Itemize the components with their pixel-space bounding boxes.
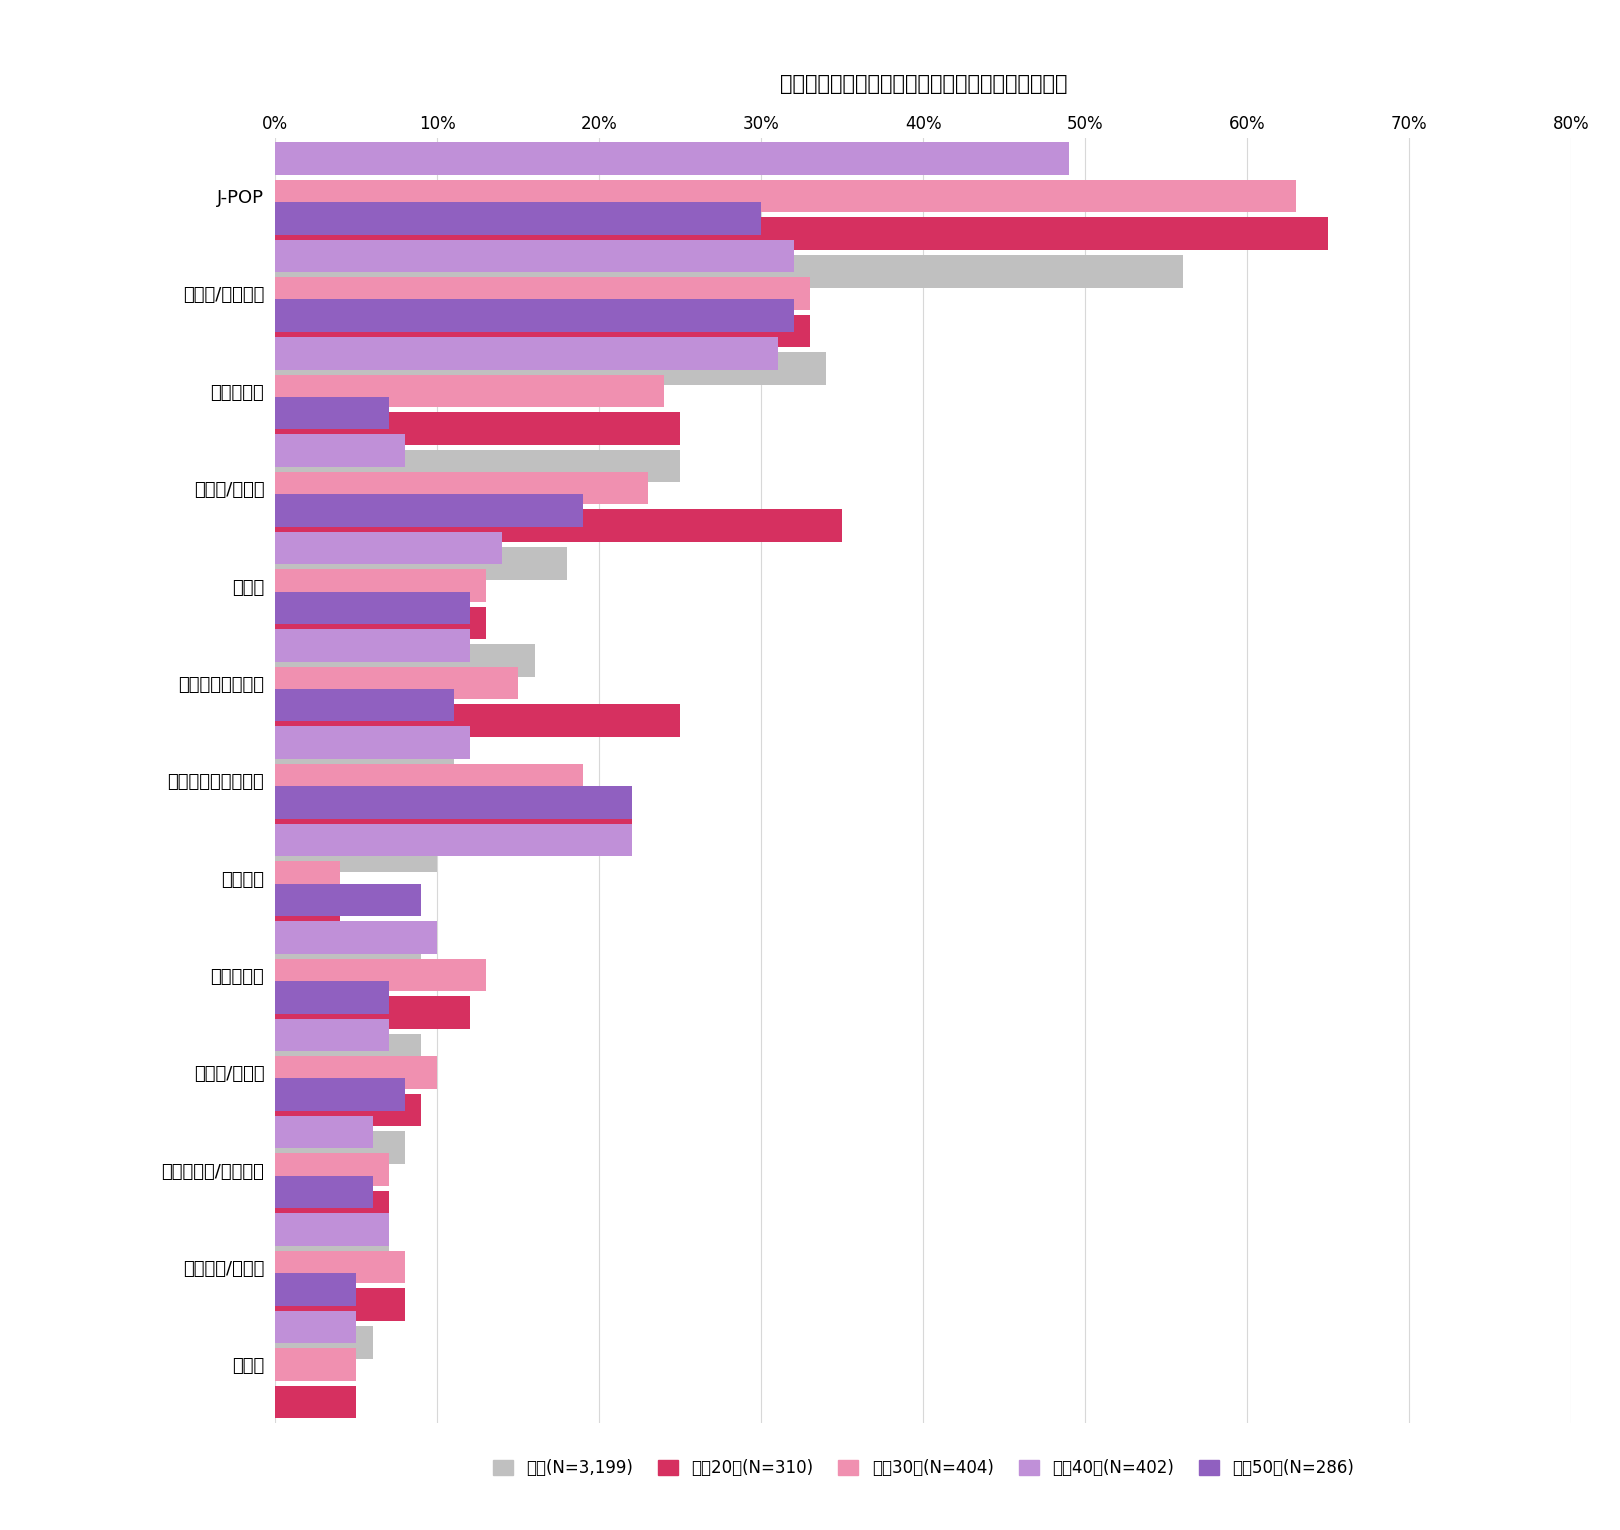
Bar (275, 300, 794, 332)
Bar (275, 1252, 405, 1284)
Bar (275, 1175, 373, 1209)
Bar (275, 900, 340, 932)
Bar (275, 1056, 437, 1089)
Bar (275, 1094, 421, 1126)
Bar (275, 337, 778, 370)
Bar (275, 644, 535, 676)
Bar (275, 1311, 356, 1343)
Bar (275, 1348, 356, 1380)
Bar (275, 1386, 356, 1418)
Bar (275, 727, 470, 759)
Bar (275, 181, 1296, 213)
Bar (275, 1190, 389, 1224)
Bar (275, 217, 1328, 249)
Bar (275, 412, 680, 445)
Bar (275, 450, 680, 482)
Bar (275, 786, 632, 819)
Bar (275, 742, 454, 774)
Bar (275, 959, 486, 991)
Bar (275, 202, 761, 234)
Bar (275, 981, 389, 1013)
Title: 図２　【好きな音楽のジャンル】（女性：年代別）: 図２ 【好きな音楽のジャンル】（女性：年代別） (779, 73, 1068, 93)
Bar (275, 1154, 389, 1186)
Bar (275, 277, 810, 309)
Bar (275, 1273, 356, 1305)
Bar (275, 494, 583, 526)
Bar (275, 1229, 389, 1261)
Bar (275, 884, 421, 916)
Bar (275, 1034, 421, 1066)
Bar (275, 315, 810, 347)
Bar (275, 435, 405, 467)
Bar (275, 667, 518, 699)
Bar (275, 763, 583, 797)
Bar (275, 1327, 373, 1359)
Bar (275, 352, 826, 386)
Bar (275, 240, 794, 272)
Bar (275, 688, 454, 722)
Bar (275, 838, 437, 872)
Bar (275, 936, 421, 968)
Bar (275, 142, 1069, 174)
Bar (275, 1019, 389, 1051)
Bar (275, 375, 664, 407)
Bar (275, 548, 567, 580)
Bar (275, 1423, 373, 1457)
Bar (275, 256, 1183, 288)
Bar (275, 704, 680, 737)
Bar (275, 592, 470, 624)
Bar (275, 1115, 373, 1149)
Bar (275, 607, 486, 640)
Bar (275, 104, 1053, 138)
Bar (275, 509, 842, 542)
Bar (275, 1131, 405, 1164)
Bar (275, 996, 470, 1028)
Legend: 全体(N=3,199), 女性20代(N=310), 女性30代(N=404), 女性40代(N=402), 女性50代(N=286): 全体(N=3,199), 女性20代(N=310), 女性30代(N=404),… (484, 1450, 1362, 1486)
Bar (275, 823, 632, 857)
Bar (275, 569, 486, 601)
Bar (275, 532, 502, 565)
Bar (275, 629, 470, 661)
Bar (275, 471, 648, 505)
Bar (275, 1213, 389, 1245)
Bar (275, 1288, 405, 1320)
Bar (275, 861, 340, 894)
Bar (275, 396, 389, 430)
Bar (275, 921, 437, 953)
Bar (275, 802, 632, 834)
Bar (275, 1079, 405, 1111)
